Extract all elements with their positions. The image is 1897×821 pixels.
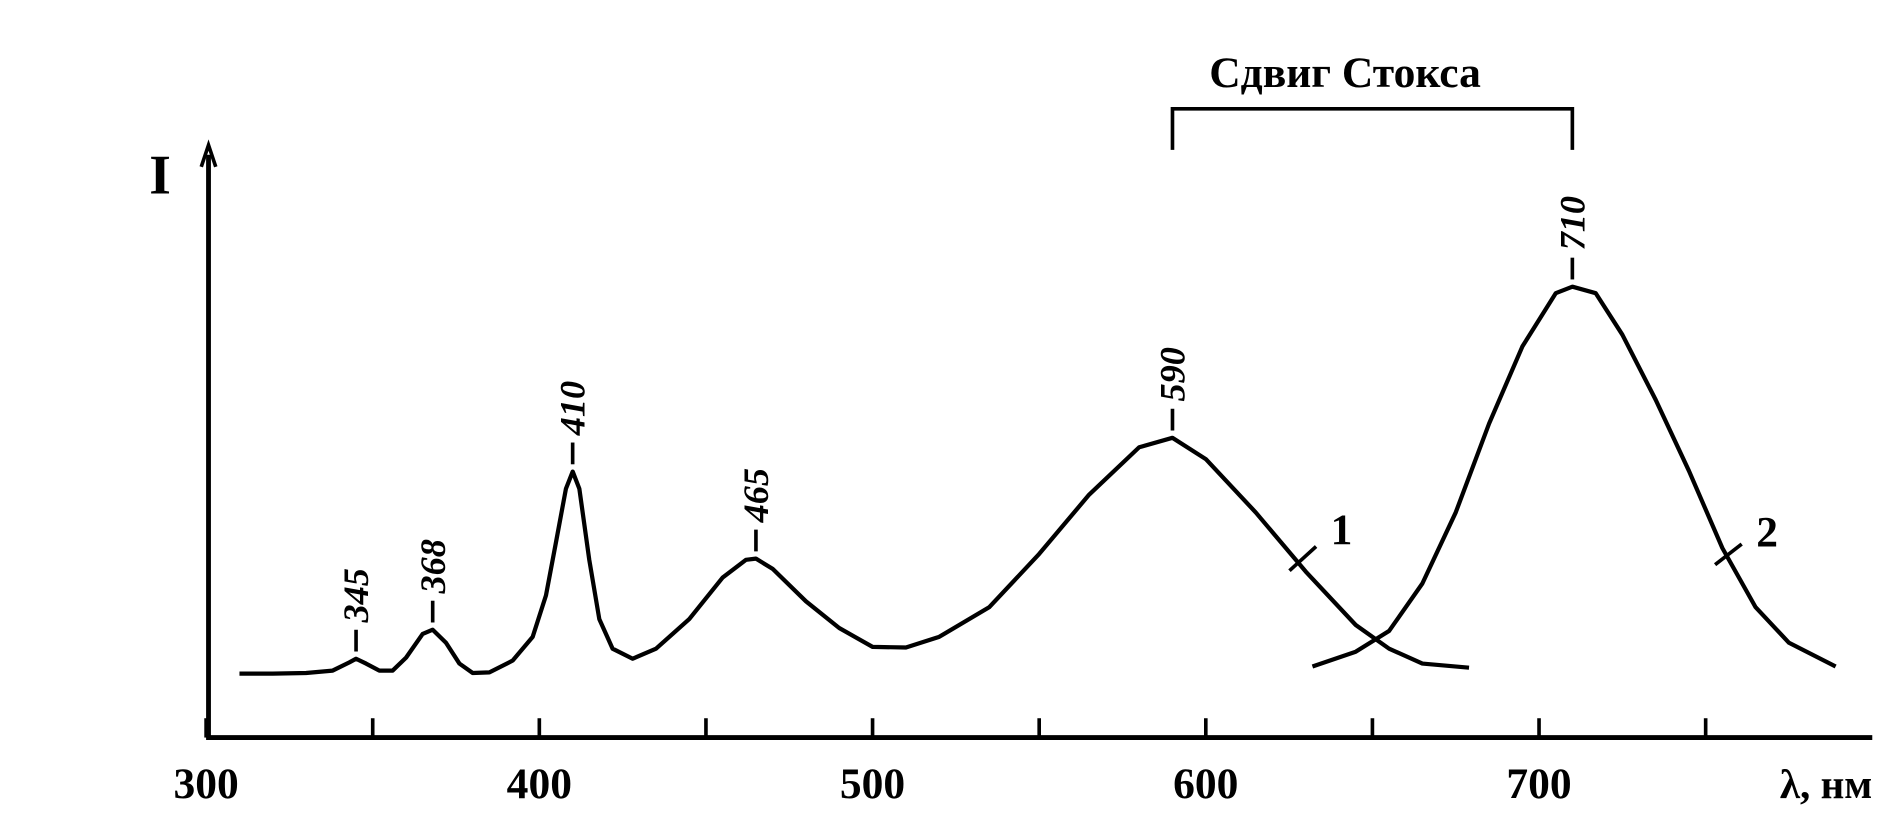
peak-label: 410 <box>553 381 593 436</box>
x-axis-label: λ, нм <box>1780 761 1872 807</box>
series-label: 2 <box>1756 509 1778 557</box>
x-tick-label: 300 <box>173 760 238 808</box>
peak-label: 465 <box>736 468 776 523</box>
x-tick-label: 400 <box>507 760 572 808</box>
x-tick-label: 600 <box>1173 760 1238 808</box>
spectrum-line <box>1311 284 1837 669</box>
spectrum-line <box>239 435 1470 676</box>
series-leader <box>1713 542 1743 567</box>
peak-label: 710 <box>1552 196 1592 250</box>
x-tick-label: 500 <box>840 760 905 808</box>
y-axis-arrow <box>199 139 218 168</box>
peak-label: 345 <box>336 568 376 623</box>
peak-label: 590 <box>1153 347 1193 401</box>
stokes-bracket <box>1170 107 1575 150</box>
peak-label: 368 <box>413 539 453 594</box>
bracket-label: Сдвиг Стокса <box>1209 49 1481 97</box>
y-axis-label: I <box>149 144 171 206</box>
x-tick-label: 700 <box>1506 760 1571 808</box>
series-leader <box>1288 545 1318 573</box>
series-label: 1 <box>1331 506 1353 554</box>
